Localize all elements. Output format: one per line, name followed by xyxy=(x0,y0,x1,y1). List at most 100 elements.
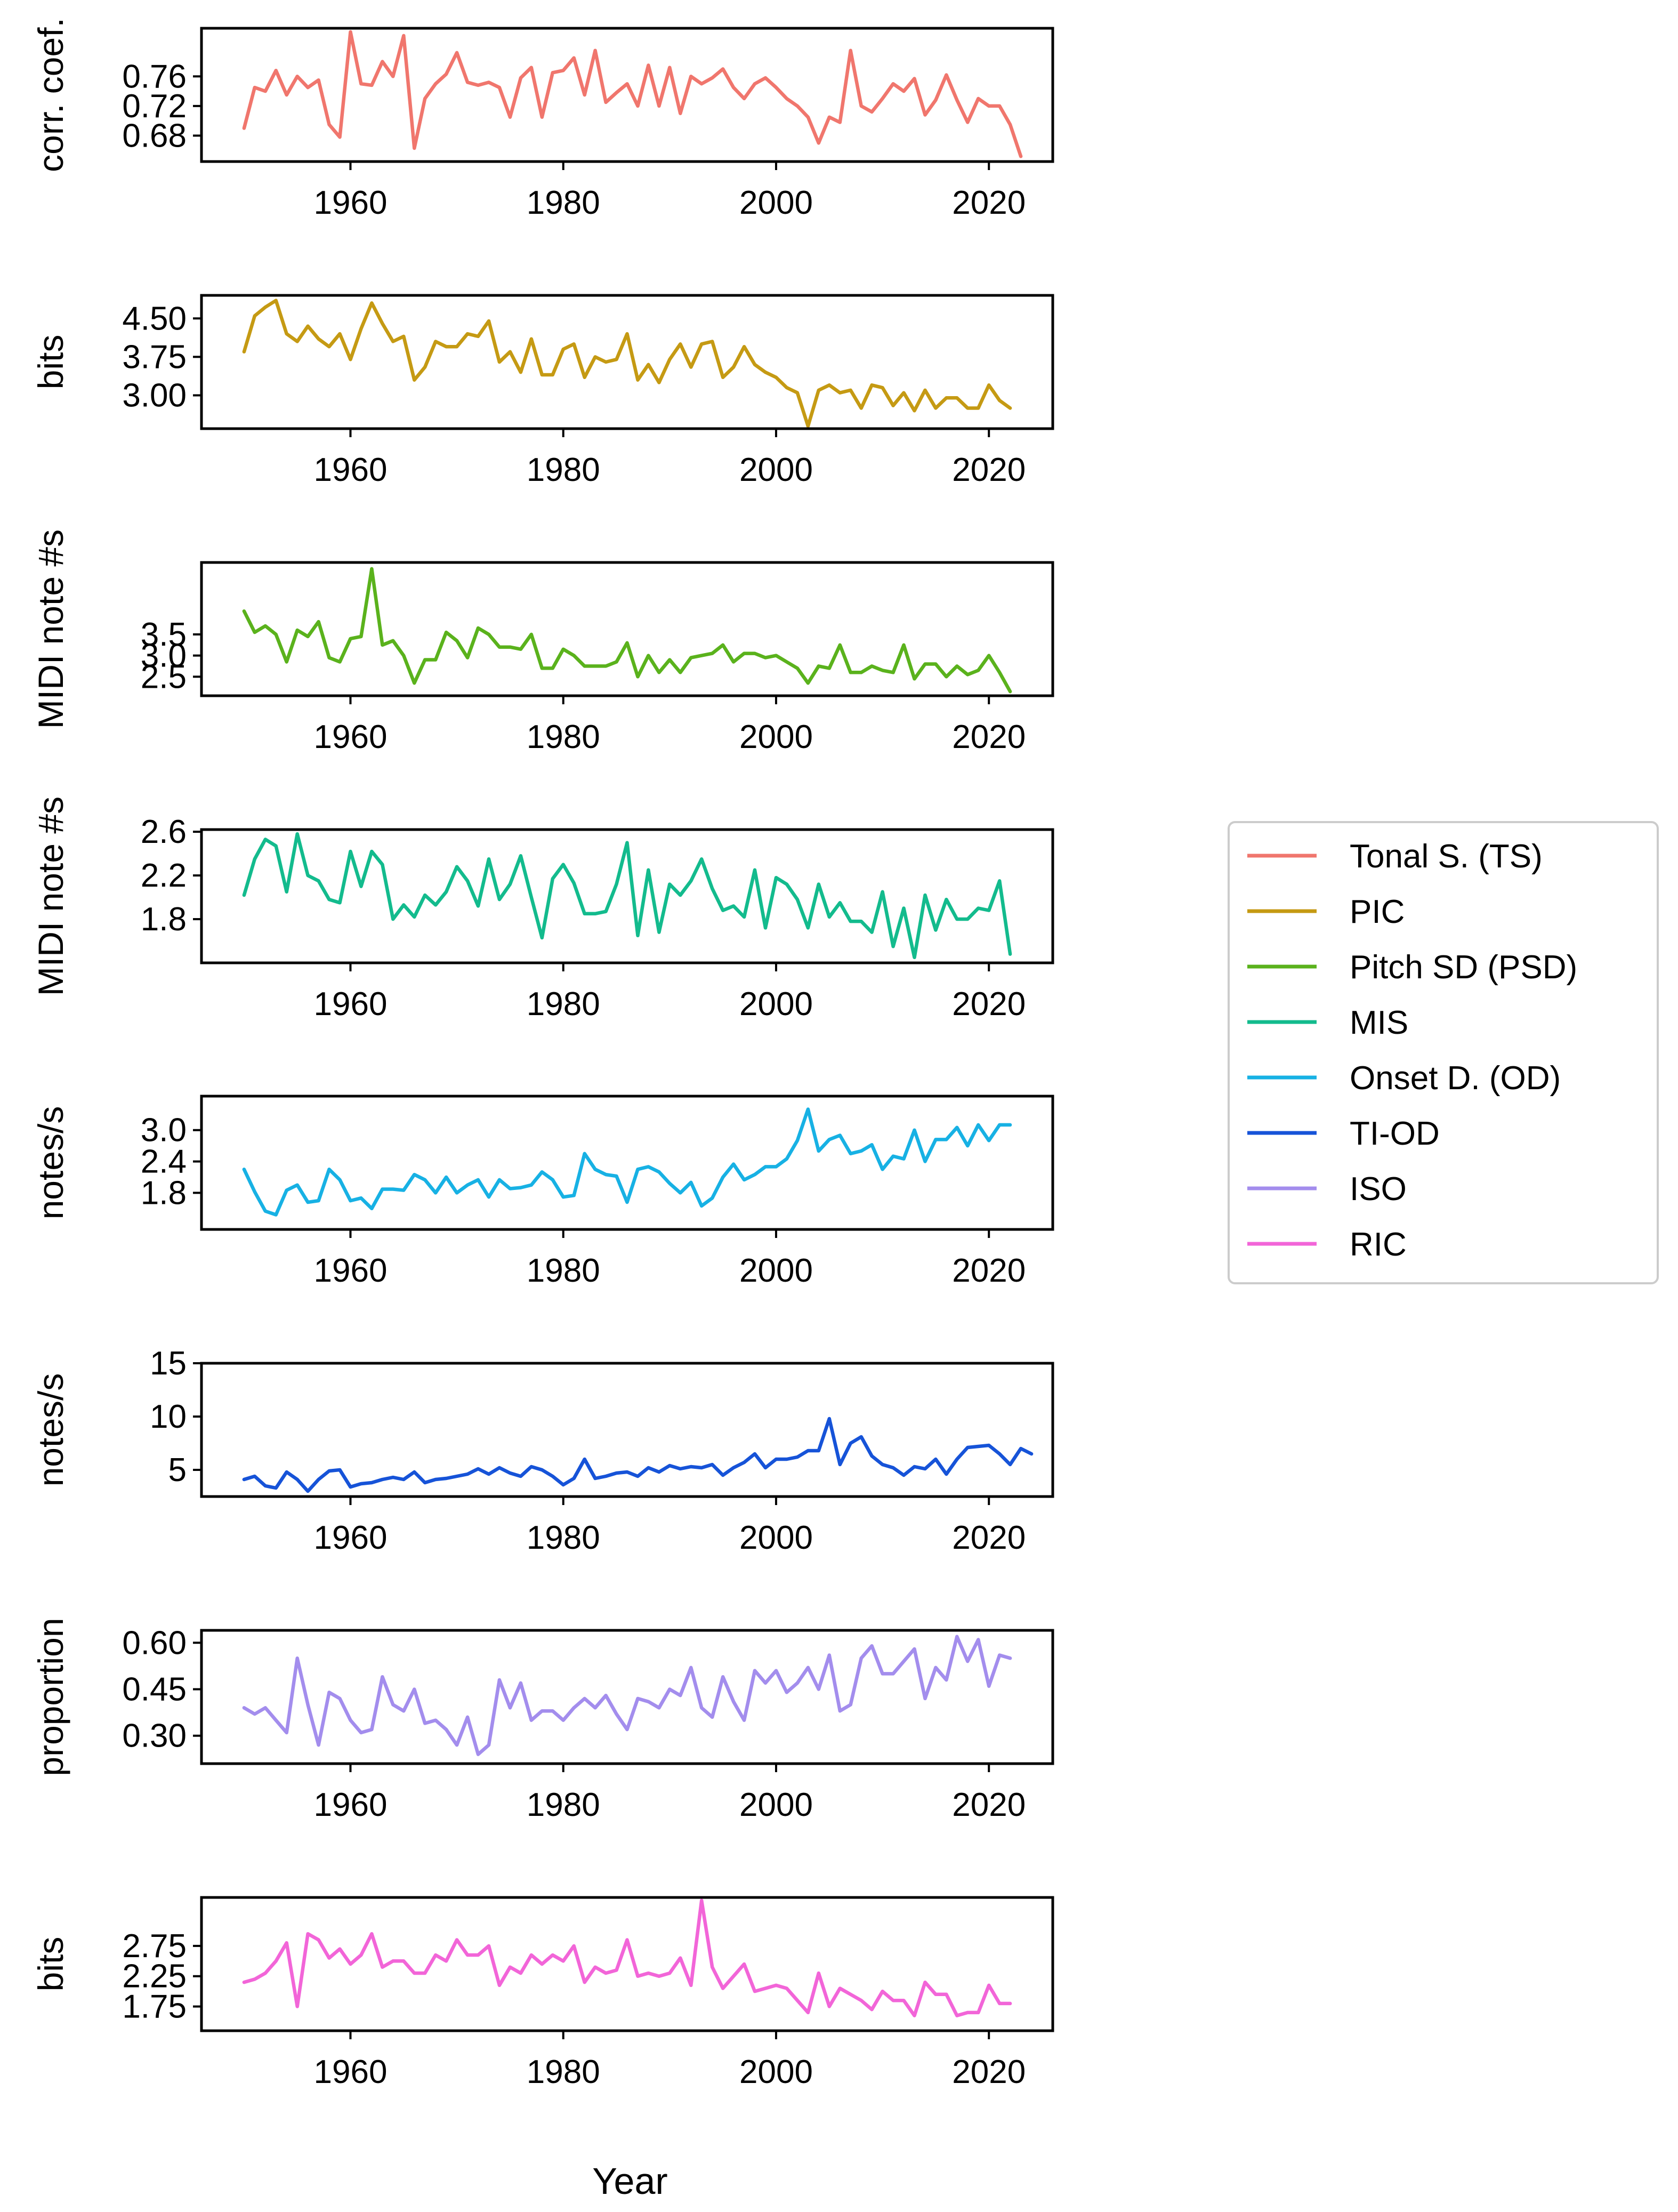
legend-label: Tonal S. (TS) xyxy=(1350,838,1543,875)
x-tick-label: 2000 xyxy=(739,452,813,488)
y-tick-label: 0.45 xyxy=(122,1671,187,1708)
x-tick-label: 2020 xyxy=(952,1519,1026,1556)
x-tick-label: 1980 xyxy=(527,2054,600,2090)
axes-frame xyxy=(200,1095,1054,1231)
legend-label: TI-OD xyxy=(1350,1115,1440,1152)
legend-label: PIC xyxy=(1350,894,1405,930)
x-tick-label: 1980 xyxy=(527,1519,600,1556)
x-tick-label: 2000 xyxy=(739,1252,813,1289)
x-tick-label: 1980 xyxy=(527,986,600,1023)
legend-label: ISO xyxy=(1350,1171,1407,1208)
x-tick-label: 1980 xyxy=(527,452,600,488)
y-axis-label: bits xyxy=(31,1937,70,1992)
y-tick-label: 5 xyxy=(168,1452,187,1489)
y-tick-label: 0.76 xyxy=(122,58,187,95)
x-tick-label: 1980 xyxy=(527,1252,600,1289)
axes-frame xyxy=(200,561,1054,697)
panels: 0.680.720.76 1960 1980 2000 2020 corr. coef. 3… xyxy=(31,18,1054,2090)
y-tick-label: 2.6 xyxy=(141,814,187,850)
axes-frame xyxy=(200,294,1054,430)
y-tick-label: 2.75 xyxy=(122,1928,187,1965)
x-tick-label: 2020 xyxy=(952,1787,1026,1823)
x-tick-label: 1960 xyxy=(314,719,388,755)
y-tick-label: 1.8 xyxy=(141,901,187,938)
x-tick-label: 2020 xyxy=(952,986,1026,1023)
x-tick-label: 1980 xyxy=(527,1787,600,1823)
y-tick-label: 3.0 xyxy=(141,638,187,674)
axes-frame xyxy=(200,828,1054,964)
x-tick-label: 1960 xyxy=(314,2054,388,2090)
x-tick-label: 1960 xyxy=(314,1252,388,1289)
x-tick-label: 2000 xyxy=(739,184,813,221)
axes-frame xyxy=(200,27,1054,163)
y-axis-label: MIDI note #s xyxy=(31,529,70,729)
series-line xyxy=(242,567,1012,694)
y-tick-label: 15 xyxy=(150,1345,187,1382)
x-tick-label: 2000 xyxy=(739,1787,813,1823)
y-tick-label: 0.30 xyxy=(122,1718,187,1755)
y-tick-label: 3.0 xyxy=(141,1112,187,1149)
panel-3: 2.53.03.5 1960 1980 2000 2020 MIDI note #s xyxy=(31,529,1054,755)
panel-5: 1.82.43.0 1960 1980 2000 2020 notes/s xyxy=(31,1095,1054,1289)
x-tick-label: 2020 xyxy=(952,184,1026,221)
x-tick-label: 2020 xyxy=(952,1252,1026,1289)
panel-6: 5 10 15 1960 1980 2000 2020 notes/s xyxy=(31,1345,1054,1556)
panel-4: 1.8 2.2 2.6 1960 1980 2000 2020 MIDI note #s xyxy=(31,797,1054,1023)
y-tick-label: 1.75 xyxy=(122,1989,187,2025)
x-tick-label: 1980 xyxy=(527,719,600,755)
legend-entry: TI-OD xyxy=(1247,1115,1440,1152)
x-tick-label: 2000 xyxy=(739,986,813,1023)
axes-frame xyxy=(200,1896,1054,2032)
series-line xyxy=(242,299,1012,428)
panel-8: 1.752.252.75 1960 1980 2000 2020 bits xyxy=(31,1896,1054,2090)
x-tick-label: 2020 xyxy=(952,452,1026,488)
axes-frame xyxy=(200,1362,1054,1498)
y-tick-label: 0.72 xyxy=(122,88,187,125)
x-tick-label: 2000 xyxy=(739,719,813,755)
x-tick-label: 1960 xyxy=(314,986,388,1023)
y-axis-label: bits xyxy=(31,335,70,390)
y-axis-label: MIDI note #s xyxy=(31,797,70,996)
panel-7: 0.30 0.45 0.60 1960 1980 2000 2020 proportion xyxy=(31,1618,1054,1823)
series-line xyxy=(242,1107,1012,1217)
legend: Tonal S. (TS) PIC Pitch SD (PSD) MIS Onset D… xyxy=(1228,821,1659,1284)
legend-entries: Tonal S. (TS) PIC Pitch SD (PSD) MIS Onset D… xyxy=(1247,838,1577,1263)
legend-entry: PIC xyxy=(1247,894,1405,930)
y-tick-label: 4.50 xyxy=(122,300,187,337)
panel-2: 3.003.754.50 1960 1980 2000 2020 bits xyxy=(31,294,1054,488)
y-tick-label: 3.00 xyxy=(122,377,187,414)
y-tick-label: 2.5 xyxy=(141,658,187,695)
series-line xyxy=(242,1417,1034,1493)
y-tick-label: 3.75 xyxy=(122,339,187,375)
x-tick-label: 2020 xyxy=(952,719,1026,755)
x-tick-label: 1960 xyxy=(314,1519,388,1556)
legend-entry: MIS xyxy=(1247,1004,1408,1041)
x-tick-label: 1960 xyxy=(314,1787,388,1823)
x-tick-label: 2000 xyxy=(739,1519,813,1556)
series-line xyxy=(242,30,1023,158)
series-line xyxy=(242,1635,1012,1756)
legend-label: Pitch SD (PSD) xyxy=(1350,949,1577,986)
y-tick-label: 0.60 xyxy=(122,1624,187,1661)
y-tick-label: 2.4 xyxy=(141,1144,187,1180)
legend-entry: Pitch SD (PSD) xyxy=(1247,949,1577,986)
y-tick-label: 3.5 xyxy=(141,616,187,653)
legend-label: MIS xyxy=(1350,1004,1408,1041)
x-tick-label: 2020 xyxy=(952,2054,1026,2090)
y-tick-label: 0.68 xyxy=(122,117,187,154)
x-tick-label: 2000 xyxy=(739,2054,813,2090)
legend-entry: ISO xyxy=(1247,1171,1407,1208)
y-axis-label: notes/s xyxy=(31,1373,70,1487)
x-tick-label: 1960 xyxy=(314,452,388,488)
y-axis-label: proportion xyxy=(31,1618,70,1776)
panel-1: 0.680.720.76 1960 1980 2000 2020 corr. coef. xyxy=(31,18,1054,221)
x-axis-label: Year xyxy=(592,2160,667,2202)
legend-label: Onset D. (OD) xyxy=(1350,1060,1561,1097)
legend-frame xyxy=(1228,821,1659,1284)
y-tick-label: 10 xyxy=(150,1398,187,1435)
y-axis-label: corr. coef. xyxy=(31,18,70,172)
legend-entry: Tonal S. (TS) xyxy=(1247,838,1543,875)
axes-frame xyxy=(200,1629,1054,1765)
series-line xyxy=(242,832,1012,960)
